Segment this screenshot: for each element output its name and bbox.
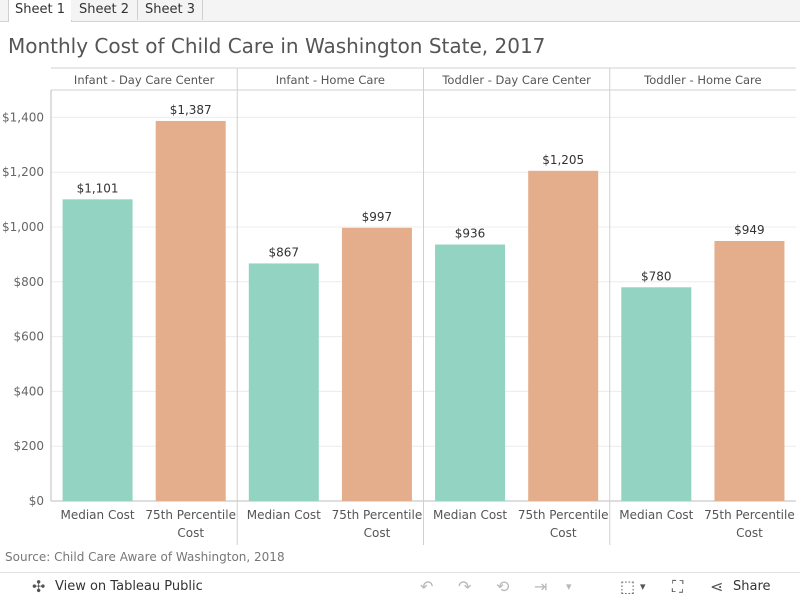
x-category-label: 75th Percentile: [704, 508, 795, 522]
y-tick-label: $400: [13, 384, 44, 398]
x-category-label: 75th Percentile: [332, 508, 423, 522]
chart-title: Monthly Cost of Child Care in Washington…: [8, 34, 546, 58]
fullscreen-icon[interactable]: ⛶: [672, 577, 684, 596]
x-category-label: 75th Percentile: [145, 508, 236, 522]
y-tick-label: $600: [13, 330, 44, 344]
tableau-icon: ✣: [32, 577, 46, 596]
bar-value-label: $1,205: [542, 153, 584, 167]
forward-icon[interactable]: ⇥: [534, 577, 548, 596]
bar-value-label: $1,387: [170, 103, 212, 117]
chevron-down-icon[interactable]: ▾: [640, 580, 646, 593]
x-category-label: 75th Percentile: [518, 508, 609, 522]
y-tick-label: $1,200: [2, 165, 44, 179]
x-category-label: Median Cost: [60, 508, 134, 522]
undo-icon[interactable]: ↶: [420, 577, 434, 596]
bar-75th-percentile: [714, 240, 785, 501]
x-category-label: Median Cost: [433, 508, 507, 522]
bar-value-label: $780: [641, 269, 672, 283]
bar-median-cost: [248, 263, 319, 501]
bar-75th-percentile: [341, 227, 412, 501]
x-category-label: Median Cost: [247, 508, 321, 522]
tab-sheet-1[interactable]: Sheet 1: [8, 0, 72, 22]
bar-75th-percentile: [528, 170, 599, 501]
bar-value-label: $949: [734, 223, 765, 237]
redo-icon[interactable]: ↷: [458, 577, 472, 596]
tab-sheet-2[interactable]: Sheet 2: [71, 0, 138, 20]
bar-value-label: $936: [455, 227, 486, 241]
x-category-label: Cost: [550, 526, 577, 540]
dropdown-icon[interactable]: ▾: [566, 580, 572, 593]
sheet-tabs: Sheet 1 Sheet 2 Sheet 3: [0, 0, 800, 22]
bar-value-label: $867: [269, 245, 300, 259]
bar-median-cost: [621, 287, 692, 501]
panel-header: Toddler - Home Care: [643, 73, 761, 87]
y-tick-label: $1,000: [2, 220, 44, 234]
x-category-label: Median Cost: [619, 508, 693, 522]
bar-median-cost: [435, 244, 506, 501]
y-tick-label: $1,400: [2, 110, 44, 124]
bar-chart: $0 $200 $400 $600 $800 $1,000 $1,200 $1,400 Infa…: [2, 67, 796, 545]
x-category-label: Cost: [364, 526, 391, 540]
x-category-label: Cost: [177, 526, 204, 540]
tableau-toolbar: ✣ View on Tableau Public ↶ ↷ ⟲ ⇥ ▾ ⬚ ▾ ⛶…: [0, 572, 800, 601]
bar-median-cost: [62, 199, 133, 502]
panel-header: Infant - Home Care: [276, 73, 385, 87]
share-button[interactable]: Share: [733, 579, 771, 594]
panel-header: Toddler - Day Care Center: [441, 73, 591, 87]
y-tick-label: $800: [13, 275, 44, 289]
bar-value-label: $997: [362, 210, 393, 224]
bar-value-label: $1,101: [77, 181, 119, 195]
revert-icon[interactable]: ⟲: [496, 577, 510, 596]
y-tick-label: $0: [29, 494, 44, 508]
y-tick-label: $200: [13, 439, 44, 453]
panel-header: Infant - Day Care Center: [74, 73, 215, 87]
tab-sheet-3[interactable]: Sheet 3: [138, 0, 203, 20]
view-on-tableau-link[interactable]: View on Tableau Public: [55, 579, 203, 594]
x-category-label: Cost: [736, 526, 763, 540]
source-note: Source: Child Care Aware of Washington, …: [5, 550, 285, 564]
download-icon[interactable]: ⬚: [620, 577, 636, 596]
bar-75th-percentile: [155, 120, 226, 501]
share-icon[interactable]: ⋖: [710, 577, 724, 596]
